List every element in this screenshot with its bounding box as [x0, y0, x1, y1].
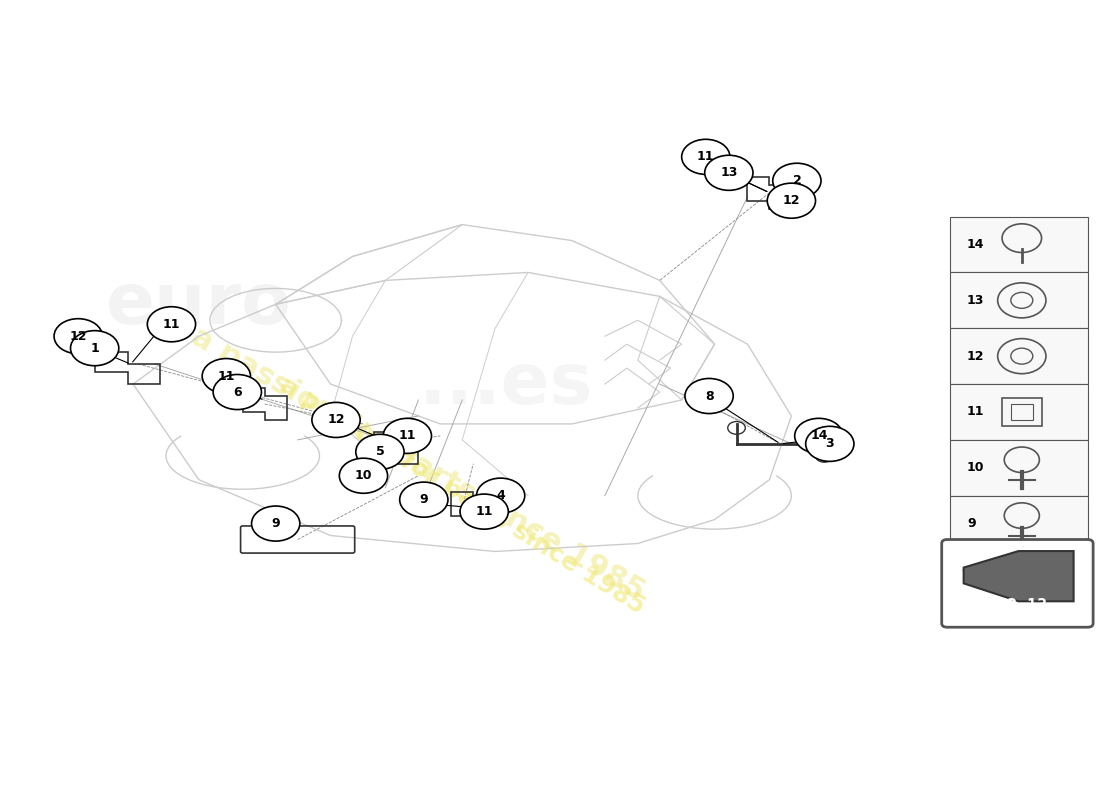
Text: euro: euro — [106, 270, 292, 339]
Text: 6: 6 — [233, 386, 242, 398]
Circle shape — [202, 358, 251, 394]
Text: 13: 13 — [967, 294, 984, 307]
Circle shape — [460, 494, 508, 529]
Text: 5: 5 — [375, 446, 384, 458]
Text: a passion for parts since 1985: a passion for parts since 1985 — [275, 373, 649, 618]
Text: 14: 14 — [810, 430, 827, 442]
Circle shape — [70, 330, 119, 366]
Circle shape — [705, 155, 754, 190]
Text: 863 13: 863 13 — [988, 598, 1047, 615]
Text: 4: 4 — [496, 489, 505, 502]
Bar — [950, 496, 1088, 551]
Circle shape — [685, 378, 734, 414]
Text: 11: 11 — [218, 370, 235, 382]
Text: 9: 9 — [419, 493, 428, 506]
Text: 12: 12 — [69, 330, 87, 342]
Circle shape — [252, 506, 300, 541]
Circle shape — [54, 318, 102, 354]
Text: 10: 10 — [967, 462, 984, 474]
Text: 13: 13 — [720, 166, 737, 179]
Text: 8: 8 — [967, 573, 976, 586]
Bar — [1011, 404, 1033, 420]
Bar — [1002, 398, 1042, 426]
Text: 12: 12 — [782, 194, 800, 207]
Text: 11: 11 — [967, 406, 984, 418]
Bar — [950, 217, 1088, 273]
Text: 11: 11 — [697, 150, 715, 163]
Circle shape — [383, 418, 431, 454]
Circle shape — [355, 434, 404, 470]
Text: 11: 11 — [398, 430, 416, 442]
Bar — [950, 273, 1088, 328]
Circle shape — [682, 139, 730, 174]
Text: 11: 11 — [475, 505, 493, 518]
Circle shape — [213, 374, 262, 410]
Bar — [950, 440, 1088, 496]
Circle shape — [794, 418, 843, 454]
Text: 8: 8 — [705, 390, 714, 402]
Bar — [950, 328, 1088, 384]
Circle shape — [805, 426, 854, 462]
Text: 12: 12 — [967, 350, 984, 362]
Bar — [950, 551, 1088, 607]
Text: 11: 11 — [163, 318, 180, 330]
Text: 12: 12 — [328, 414, 344, 426]
Circle shape — [476, 478, 525, 514]
Text: 9: 9 — [272, 517, 280, 530]
Text: 14: 14 — [967, 238, 984, 251]
Circle shape — [312, 402, 360, 438]
Polygon shape — [964, 551, 1074, 602]
Bar — [950, 384, 1088, 440]
Text: 2: 2 — [792, 174, 801, 187]
Circle shape — [399, 482, 448, 517]
Circle shape — [772, 163, 821, 198]
Text: a passion for parts since 1985: a passion for parts since 1985 — [187, 322, 650, 606]
Text: 10: 10 — [354, 470, 372, 482]
Text: 1: 1 — [90, 342, 99, 354]
Text: 9: 9 — [967, 517, 976, 530]
Circle shape — [767, 183, 815, 218]
Text: 3: 3 — [825, 438, 834, 450]
Circle shape — [339, 458, 387, 494]
Text: ...es: ...es — [419, 350, 593, 418]
FancyBboxPatch shape — [942, 539, 1093, 627]
Circle shape — [147, 306, 196, 342]
